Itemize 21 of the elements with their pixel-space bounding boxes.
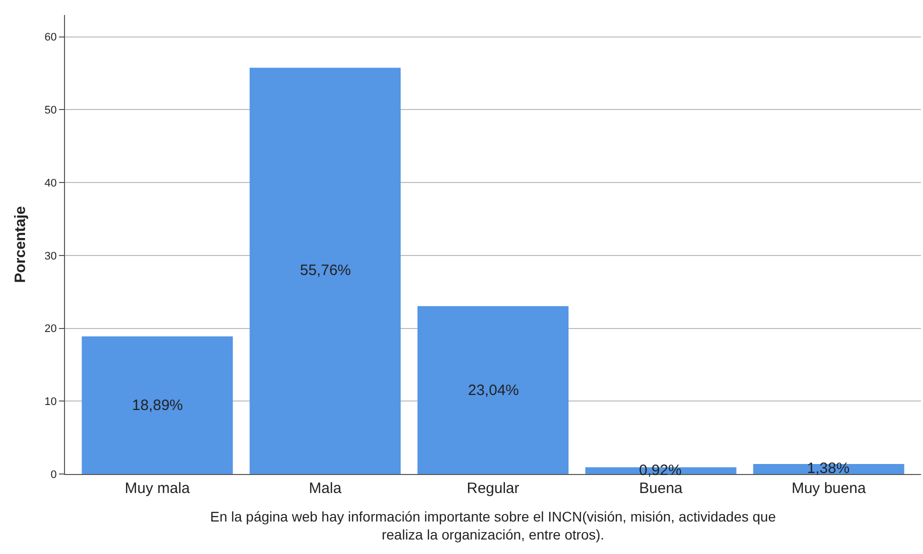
x-axis-title: En la página web hay información importante sobre el INCN(visión, misión, actividades que realiza la organización, entre otros). — [210, 508, 776, 542]
bar — [250, 68, 401, 474]
y-tick-label: 40 — [44, 177, 57, 190]
x-tick-label: Buena — [639, 480, 684, 497]
y-tick-label: 60 — [44, 32, 57, 44]
data-label: 23,04% — [468, 382, 519, 399]
y-tick-label: 20 — [44, 323, 57, 336]
data-label: 1,38% — [807, 460, 850, 477]
y-axis-title: Porcentaje — [12, 206, 29, 283]
data-label: 18,89% — [132, 397, 183, 414]
x-tick-label: Mala — [308, 480, 342, 497]
x-tick-label: Muy buena — [792, 480, 866, 497]
y-tick-label: 0 — [50, 468, 57, 481]
y-tick-label: 30 — [44, 250, 57, 262]
bar — [82, 336, 233, 474]
y-tick-label: 50 — [44, 104, 57, 117]
x-tick-label: Regular — [466, 480, 520, 497]
bar — [417, 306, 569, 474]
y-tick-label: 10 — [44, 396, 57, 408]
data-label: 55,76% — [300, 262, 351, 279]
x-tick-label: Muy mala — [124, 480, 190, 497]
